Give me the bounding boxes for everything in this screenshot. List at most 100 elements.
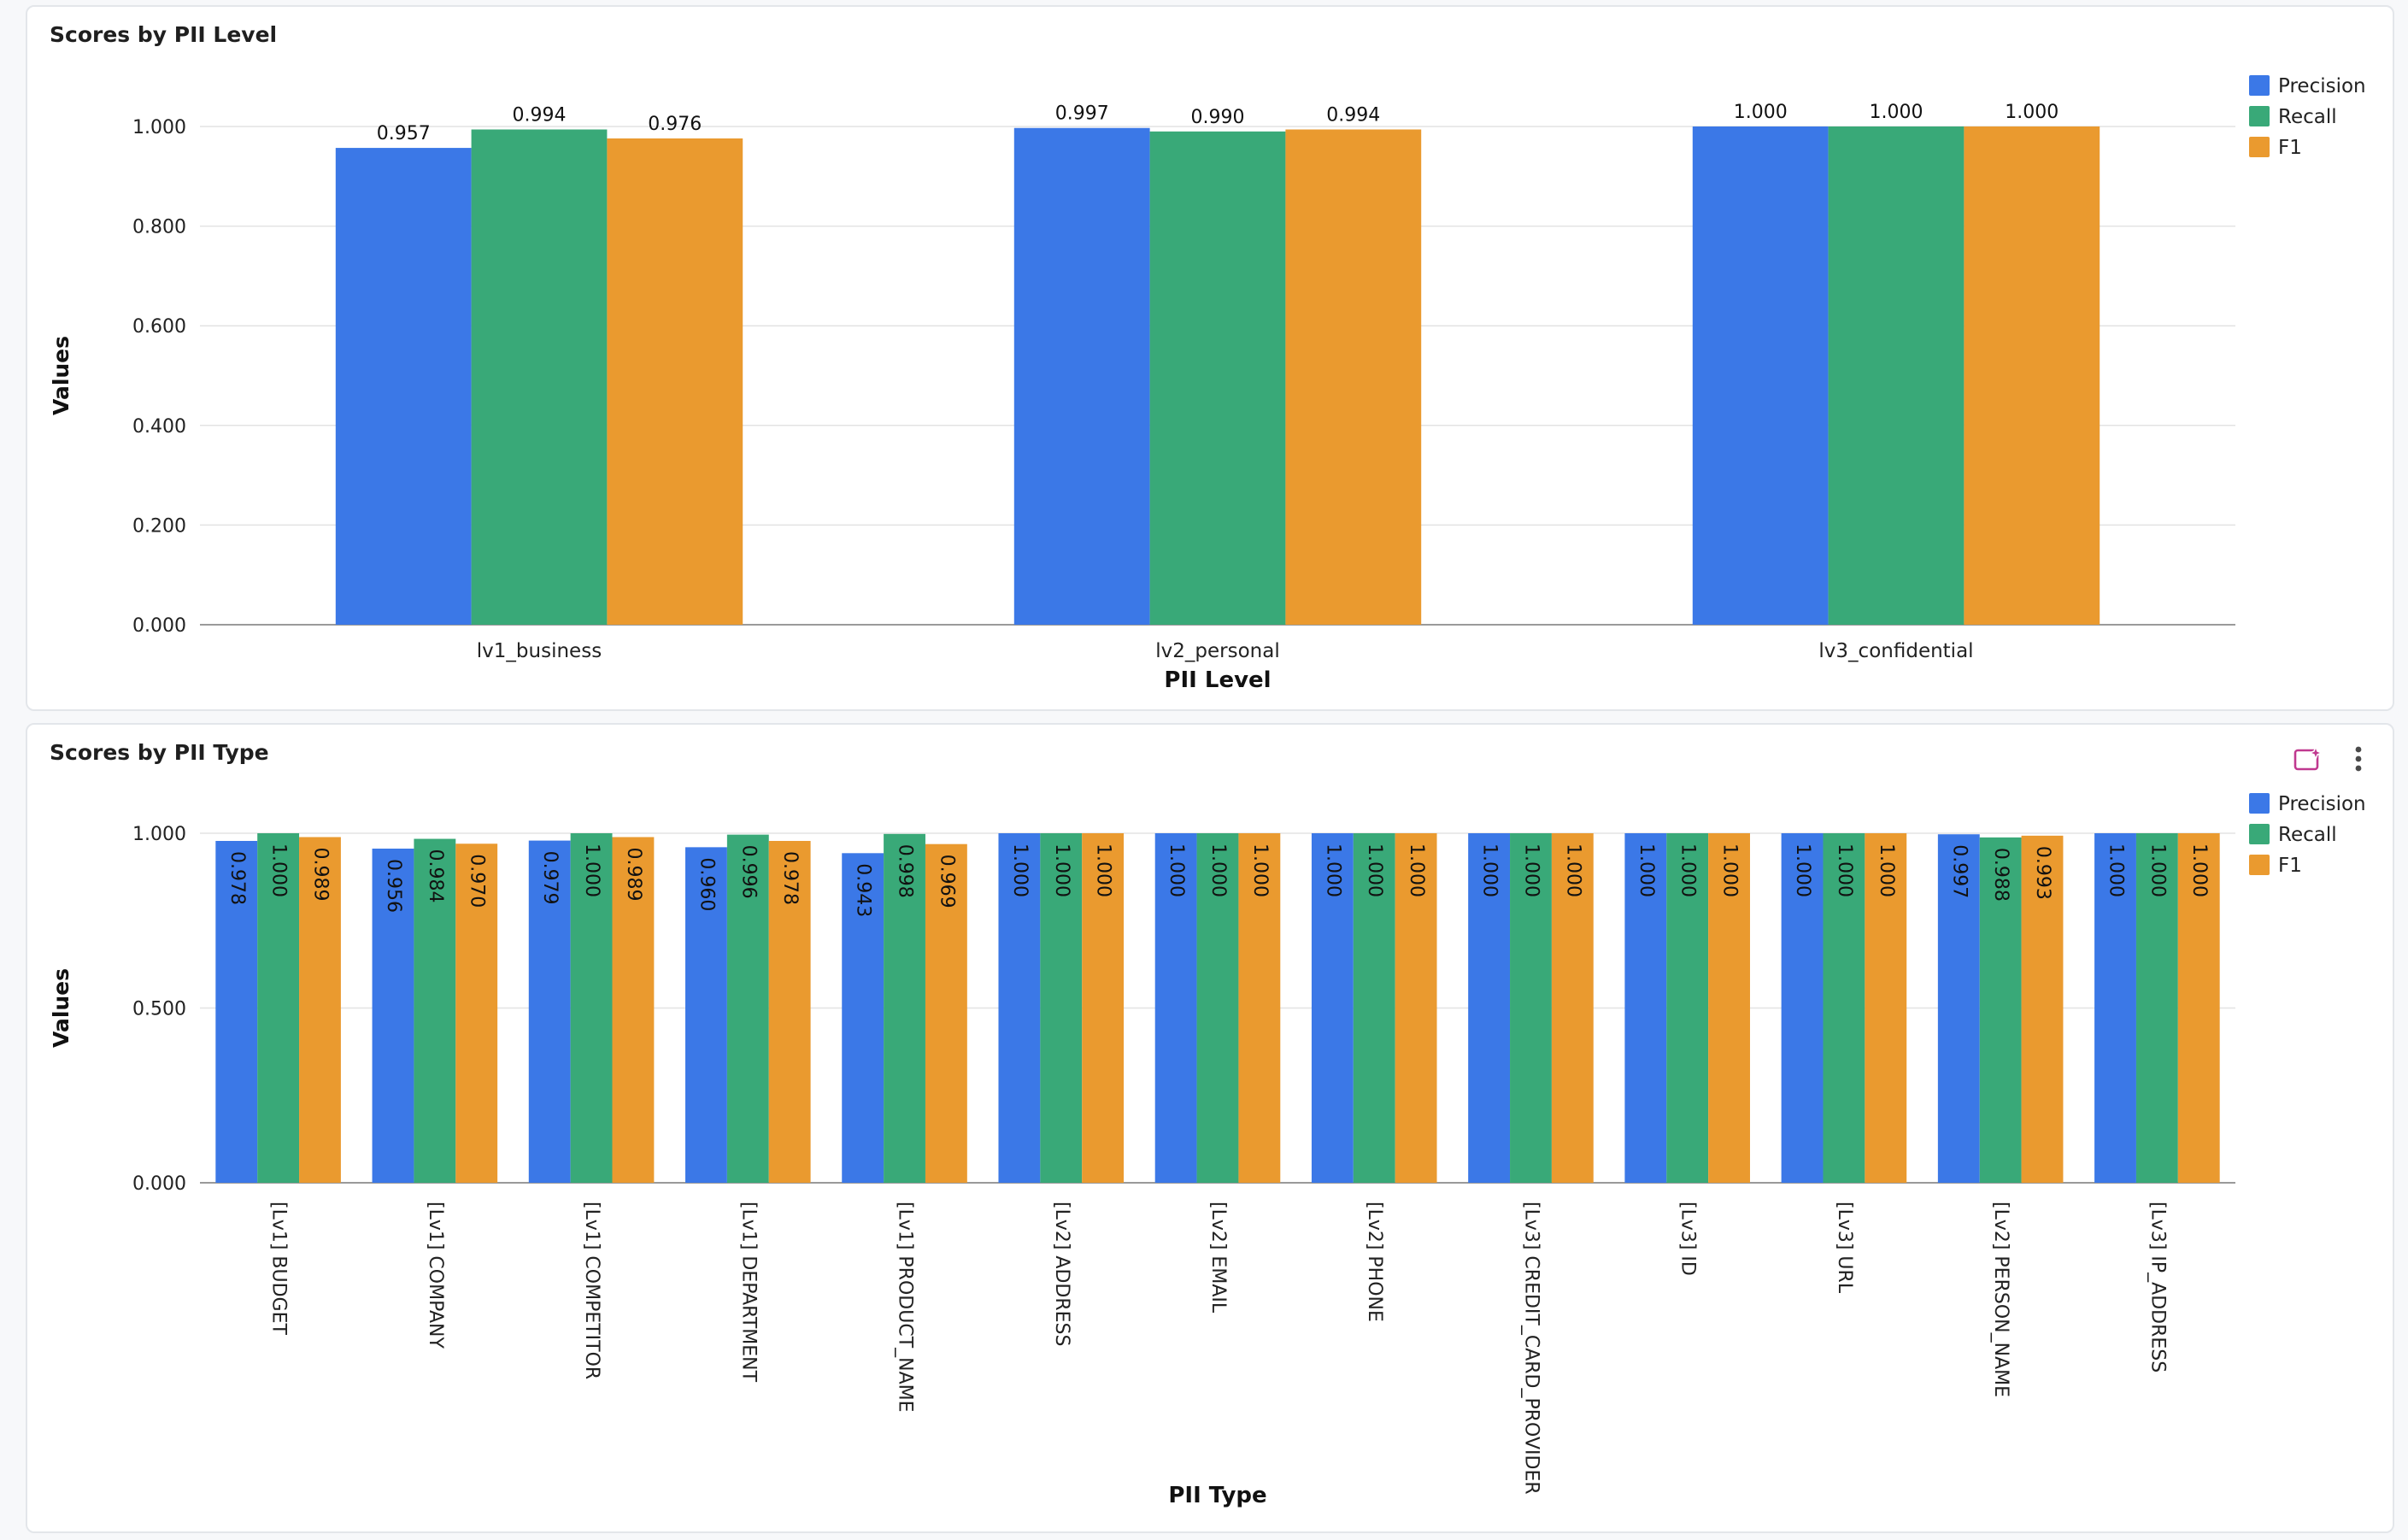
bar-f1	[299, 837, 341, 1183]
y-tick-label: 0.600	[132, 316, 186, 338]
bar-recall	[1040, 833, 1083, 1183]
data-label: 1.000	[1677, 843, 1699, 897]
bar-precision	[335, 148, 472, 626]
x-tick-label: [Lv2] PERSON_NAME	[1990, 1202, 2012, 1397]
bar-f1	[925, 843, 967, 1183]
bar-precision	[1311, 833, 1354, 1183]
bar-precision	[1468, 833, 1511, 1183]
data-label: 1.000	[2005, 102, 2059, 123]
bar-recall	[1823, 833, 1865, 1183]
data-label: 0.998	[895, 844, 916, 898]
chart-pii-type: 0.000 0.500 1.000 0.978 1.000 0.989 [Lv1] BUDG…	[49, 793, 2366, 1508]
y-tick-label: 1.000	[132, 117, 186, 138]
data-label: 0.978	[779, 851, 801, 905]
data-label: 0.960	[696, 857, 717, 911]
x-tick-label: lv2_personal	[1155, 640, 1279, 662]
data-label: 1.000	[1051, 843, 1072, 897]
x-tick-label: [Lv2] ADDRESS	[1051, 1202, 1072, 1346]
bar-recall	[257, 833, 300, 1183]
y-tick-label: 0.000	[132, 615, 186, 637]
x-tick-label: [Lv3] URL	[1834, 1202, 1855, 1294]
data-label: 1.000	[1520, 843, 1542, 897]
more-vert-icon[interactable]	[2341, 742, 2376, 776]
bar-recall	[1828, 126, 1965, 625]
x-tick-label: [Lv2] EMAIL	[1207, 1202, 1229, 1314]
x-tick-label: [Lv2] PHONE	[1364, 1202, 1385, 1322]
bar-recall	[884, 833, 925, 1183]
data-label: 1.000	[1562, 843, 1583, 897]
data-label: 1.000	[581, 843, 602, 897]
bar-precision	[998, 833, 1041, 1183]
legend-label-precision: Precision	[2278, 75, 2366, 97]
data-label: 1.000	[1207, 843, 1229, 897]
bar-precision	[1937, 834, 1980, 1183]
data-label: 1.000	[1734, 102, 1788, 123]
sparkle-chart-icon[interactable]	[2292, 742, 2326, 776]
bar-precision	[1013, 127, 1150, 625]
bar-recall	[1666, 833, 1709, 1183]
bar-recall	[570, 833, 613, 1183]
data-label: 1.000	[268, 843, 290, 897]
data-label: 0.969	[936, 855, 957, 908]
x-tick-label: [Lv1] PRODUCT_NAME	[895, 1202, 916, 1413]
data-label: 1.000	[2147, 843, 2168, 897]
legend-swatch-f1	[2249, 855, 2270, 875]
data-label: 0.984	[425, 849, 446, 903]
chart-title: Scores by PII Level	[50, 22, 278, 47]
data-label: 1.000	[1166, 843, 1187, 897]
data-label: 1.000	[1870, 102, 1923, 123]
y-tick-label: 0.500	[132, 999, 186, 1020]
data-label: 1.000	[1009, 843, 1031, 897]
x-tick-label: [Lv3] IP_ADDRESS	[2147, 1202, 2168, 1372]
bar-f1	[1238, 833, 1281, 1183]
bar-f1	[455, 843, 498, 1183]
bar-recall	[1196, 833, 1239, 1183]
data-label: 0.956	[383, 859, 404, 913]
bar-precision	[1154, 833, 1197, 1183]
bar-precision	[215, 840, 258, 1183]
bar-precision	[528, 840, 571, 1183]
bar-f1	[1708, 833, 1750, 1183]
legend-swatch-precision	[2249, 793, 2270, 814]
legend-label-f1: F1	[2278, 855, 2302, 877]
chart-pii-level: 0.000 0.200 0.400 0.600 0.800 1.000 0.957 0.994…	[49, 75, 2366, 693]
bar-f1	[1964, 126, 2100, 625]
data-label: 1.000	[1479, 843, 1501, 897]
data-label: 1.000	[1249, 843, 1271, 897]
x-tick-label: [Lv1] BUDGET	[268, 1202, 290, 1336]
chart-title: Scores by PII Type	[50, 740, 269, 765]
y-tick-label: 0.400	[132, 416, 186, 438]
bar-precision	[1624, 833, 1667, 1183]
bar-recall	[1510, 833, 1552, 1183]
bar-precision	[372, 848, 414, 1183]
bar-f1	[1551, 833, 1594, 1183]
bar-f1	[607, 138, 743, 625]
data-label: 0.989	[309, 847, 331, 901]
legend-swatch-recall	[2249, 824, 2270, 844]
x-tick-label: [Lv3] CREDIT_CARD_PROVIDER	[1520, 1202, 1542, 1495]
bar-precision	[685, 847, 727, 1183]
bar-recall	[1979, 837, 2022, 1183]
data-label: 0.976	[648, 114, 702, 135]
x-axis-title: PII Level	[1164, 667, 1271, 693]
bar-recall	[726, 834, 769, 1183]
bar-f1	[1395, 833, 1437, 1183]
x-tick-label: [Lv1] COMPANY	[425, 1202, 446, 1349]
legend-swatch-f1	[2249, 137, 2270, 157]
legend-label-recall: Recall	[2278, 106, 2337, 128]
x-tick-label: lv1_business	[477, 640, 602, 662]
y-tick-label: 1.000	[132, 824, 186, 845]
data-label: 1.000	[1636, 843, 1657, 897]
x-tick-label: [Lv3] ID	[1677, 1202, 1699, 1276]
data-label: 0.957	[377, 123, 431, 144]
data-label: 0.997	[1055, 103, 1109, 125]
data-label: 1.000	[1719, 843, 1741, 897]
data-label: 1.000	[2106, 843, 2127, 897]
y-axis-title: Values	[49, 968, 73, 1048]
y-tick-label: 0.000	[132, 1173, 186, 1195]
data-label: 0.996	[737, 845, 759, 899]
x-tick-label: [Lv1] DEPARTMENT	[737, 1202, 759, 1383]
bar-recall	[1149, 131, 1286, 625]
data-label: 1.000	[1792, 843, 1813, 897]
chart-card-pii-type: Scores by PII Type 0.000 0.500 1.000 0.978 1…	[26, 723, 2394, 1533]
